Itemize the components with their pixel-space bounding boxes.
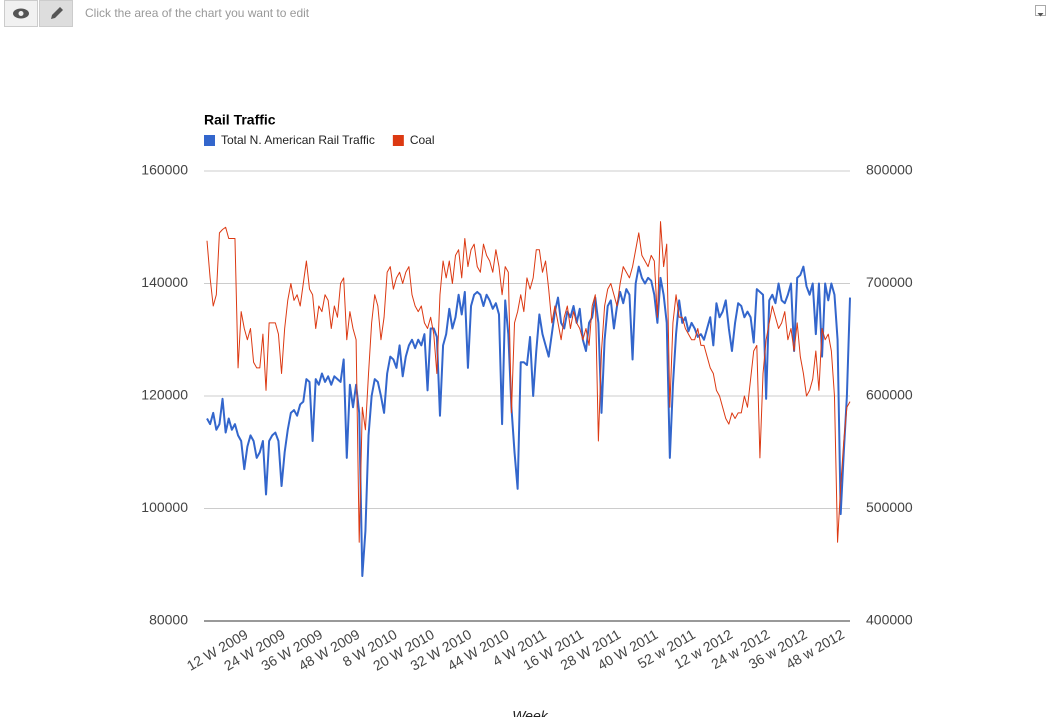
x-axis-title: Week xyxy=(512,708,549,717)
y-tick-label: 120000 xyxy=(141,387,188,403)
legend-label: Coal xyxy=(410,133,435,147)
series-line xyxy=(206,221,851,543)
eye-icon xyxy=(13,8,29,19)
y2-tick-label: 400000 xyxy=(866,612,913,628)
series-line xyxy=(206,265,851,577)
preview-button[interactable] xyxy=(4,0,38,27)
y2-tick-label: 700000 xyxy=(866,274,913,290)
hint-text: Click the area of the chart you want to … xyxy=(85,6,310,20)
y-tick-label: 140000 xyxy=(141,274,188,290)
y-tick-label: 160000 xyxy=(141,162,188,178)
y2-tick-label: 600000 xyxy=(866,387,913,403)
legend-label: Total N. American Rail Traffic xyxy=(221,133,375,147)
pencil-icon xyxy=(51,7,63,19)
legend-swatch xyxy=(204,135,215,146)
y-tick-label: 80000 xyxy=(149,612,188,628)
edit-button[interactable] xyxy=(39,0,73,27)
dropdown[interactable] xyxy=(1035,5,1046,17)
chart-title: Rail Traffic xyxy=(204,112,276,128)
y2-tick-label: 800000 xyxy=(866,162,913,178)
y-tick-label: 100000 xyxy=(141,499,188,515)
toolbar: Click the area of the chart you want to … xyxy=(0,0,1052,28)
dropdown-arrow xyxy=(1037,13,1044,17)
y2-tick-label: 500000 xyxy=(866,499,913,515)
legend-swatch xyxy=(392,135,404,146)
